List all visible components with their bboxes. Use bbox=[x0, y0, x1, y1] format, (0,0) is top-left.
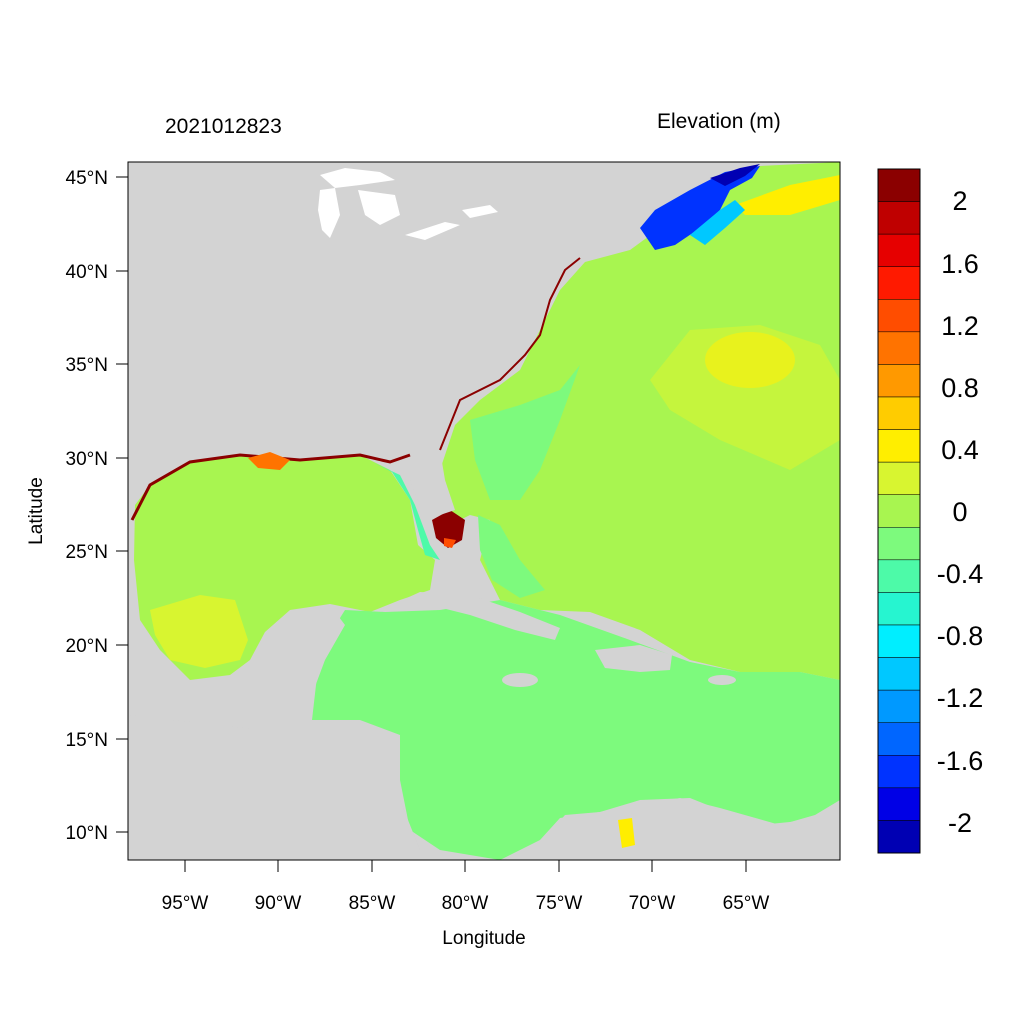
south-america bbox=[500, 798, 840, 860]
colorbar-cell bbox=[877, 820, 921, 854]
y-axis-title: Latitude bbox=[26, 477, 47, 545]
x-tick-label: 65°W bbox=[723, 893, 770, 914]
colorbar-label: 1.6 bbox=[941, 249, 979, 279]
colorbar-label: 0.8 bbox=[941, 373, 979, 403]
cuba-island bbox=[385, 592, 560, 640]
x-tick-label: 70°W bbox=[629, 893, 676, 914]
y-tick-label: 25°N bbox=[66, 542, 108, 563]
x-axis-title: Longitude bbox=[442, 928, 525, 949]
y-axis: 45°N 40°N 35°N 30°N 25°N 20°N 15°N 10°N bbox=[66, 168, 128, 844]
x-axis: 95°W 90°W 85°W 80°W 75°W 70°W 65°W bbox=[162, 860, 770, 914]
colorbar-label: 2 bbox=[952, 186, 967, 216]
x-tick-label: 90°W bbox=[255, 893, 302, 914]
colorbar-frame bbox=[877, 168, 921, 854]
map-panel bbox=[128, 162, 840, 860]
lake-huron bbox=[358, 190, 400, 225]
colorbar-label: -2 bbox=[948, 808, 972, 838]
yucatan-peninsula bbox=[265, 605, 345, 720]
colorbar-cell bbox=[877, 559, 921, 593]
high-elevation-gulf bbox=[150, 595, 248, 668]
louisiana-surge bbox=[248, 452, 290, 470]
colorbar-cell bbox=[877, 689, 921, 723]
east-coast-surge bbox=[439, 257, 581, 451]
colorbar-cell bbox=[877, 396, 921, 430]
y-tick-label: 40°N bbox=[66, 262, 108, 283]
colorbar-cell bbox=[877, 331, 921, 365]
y-tick-label: 15°N bbox=[66, 730, 108, 751]
x-tick-label: 95°W bbox=[162, 893, 209, 914]
florida-keys-surge bbox=[444, 538, 456, 548]
colorbar-cell bbox=[877, 201, 921, 235]
colorbar: 2 1.6 1.2 0.8 0.4 0 -0.4 -0.8 -1.2 -1.6 … bbox=[877, 168, 984, 854]
florida-peninsula bbox=[405, 450, 455, 520]
gulf-of-maine-low-fringe bbox=[690, 200, 745, 245]
caribbean-sea bbox=[312, 600, 840, 860]
high-elevation-northeast bbox=[735, 175, 840, 215]
atlantic-warm-band bbox=[650, 325, 840, 470]
colorbar-cell bbox=[877, 299, 921, 333]
colorbar-cell bbox=[877, 592, 921, 626]
colorbar-label: 1.2 bbox=[941, 311, 979, 341]
colorbar-label: 0.4 bbox=[941, 435, 979, 465]
x-tick-label: 80°W bbox=[442, 893, 489, 914]
colorbar-cell bbox=[877, 364, 921, 398]
colorbar-cell bbox=[877, 494, 921, 528]
colorbar-cell bbox=[877, 755, 921, 789]
colorbar-cells bbox=[877, 168, 921, 854]
time-stamp-title: 2021012823 bbox=[165, 115, 282, 138]
colorbar-label: -0.8 bbox=[937, 621, 984, 651]
y-tick-label: 45°N bbox=[66, 168, 108, 189]
variable-title: Elevation (m) bbox=[657, 110, 781, 133]
colorbar-labels: 2 1.6 1.2 0.8 0.4 0 -0.4 -0.8 -1.2 -1.6 … bbox=[937, 186, 984, 838]
maracaibo-anomaly bbox=[618, 818, 635, 848]
y-tick-label: 30°N bbox=[66, 449, 108, 470]
central-america bbox=[128, 715, 420, 860]
colorbar-cell bbox=[877, 787, 921, 821]
jamaica-island bbox=[502, 673, 538, 687]
colorbar-cell bbox=[877, 168, 921, 202]
gulf-of-maine-low bbox=[640, 166, 760, 250]
colorbar-cell bbox=[877, 429, 921, 463]
bahamas-shelf bbox=[478, 515, 545, 598]
colorbar-cell bbox=[877, 527, 921, 561]
lake-erie bbox=[405, 222, 460, 240]
lake-michigan bbox=[318, 188, 340, 238]
y-tick-label: 35°N bbox=[66, 355, 108, 376]
gulf-stream-band bbox=[470, 365, 580, 500]
puerto-rico-island bbox=[708, 675, 736, 685]
colorbar-cell bbox=[877, 266, 921, 300]
hispaniola-island bbox=[595, 645, 672, 672]
nova-scotia-strong-low bbox=[710, 164, 760, 186]
colorbar-label: -1.6 bbox=[937, 746, 984, 776]
colorbar-label: -1.2 bbox=[937, 683, 984, 713]
lake-ontario bbox=[462, 205, 498, 218]
atlantic-ocean bbox=[440, 162, 840, 680]
colorbar-cell bbox=[877, 461, 921, 495]
y-tick-label: 10°N bbox=[66, 823, 108, 844]
y-tick-label: 20°N bbox=[66, 636, 108, 657]
colorbar-label: 0 bbox=[952, 497, 967, 527]
plot-frame bbox=[127, 161, 841, 861]
colorbar-cell bbox=[877, 624, 921, 658]
x-tick-label: 85°W bbox=[349, 893, 396, 914]
colorbar-cell bbox=[877, 722, 921, 756]
colorbar-cell bbox=[877, 657, 921, 691]
lake-superior bbox=[320, 168, 395, 188]
x-tick-label: 75°W bbox=[536, 893, 583, 914]
florida-west-shelf bbox=[372, 462, 440, 560]
colorbar-cell bbox=[877, 233, 921, 267]
colorbar-label: -0.4 bbox=[937, 559, 984, 589]
florida-surge bbox=[432, 510, 465, 548]
